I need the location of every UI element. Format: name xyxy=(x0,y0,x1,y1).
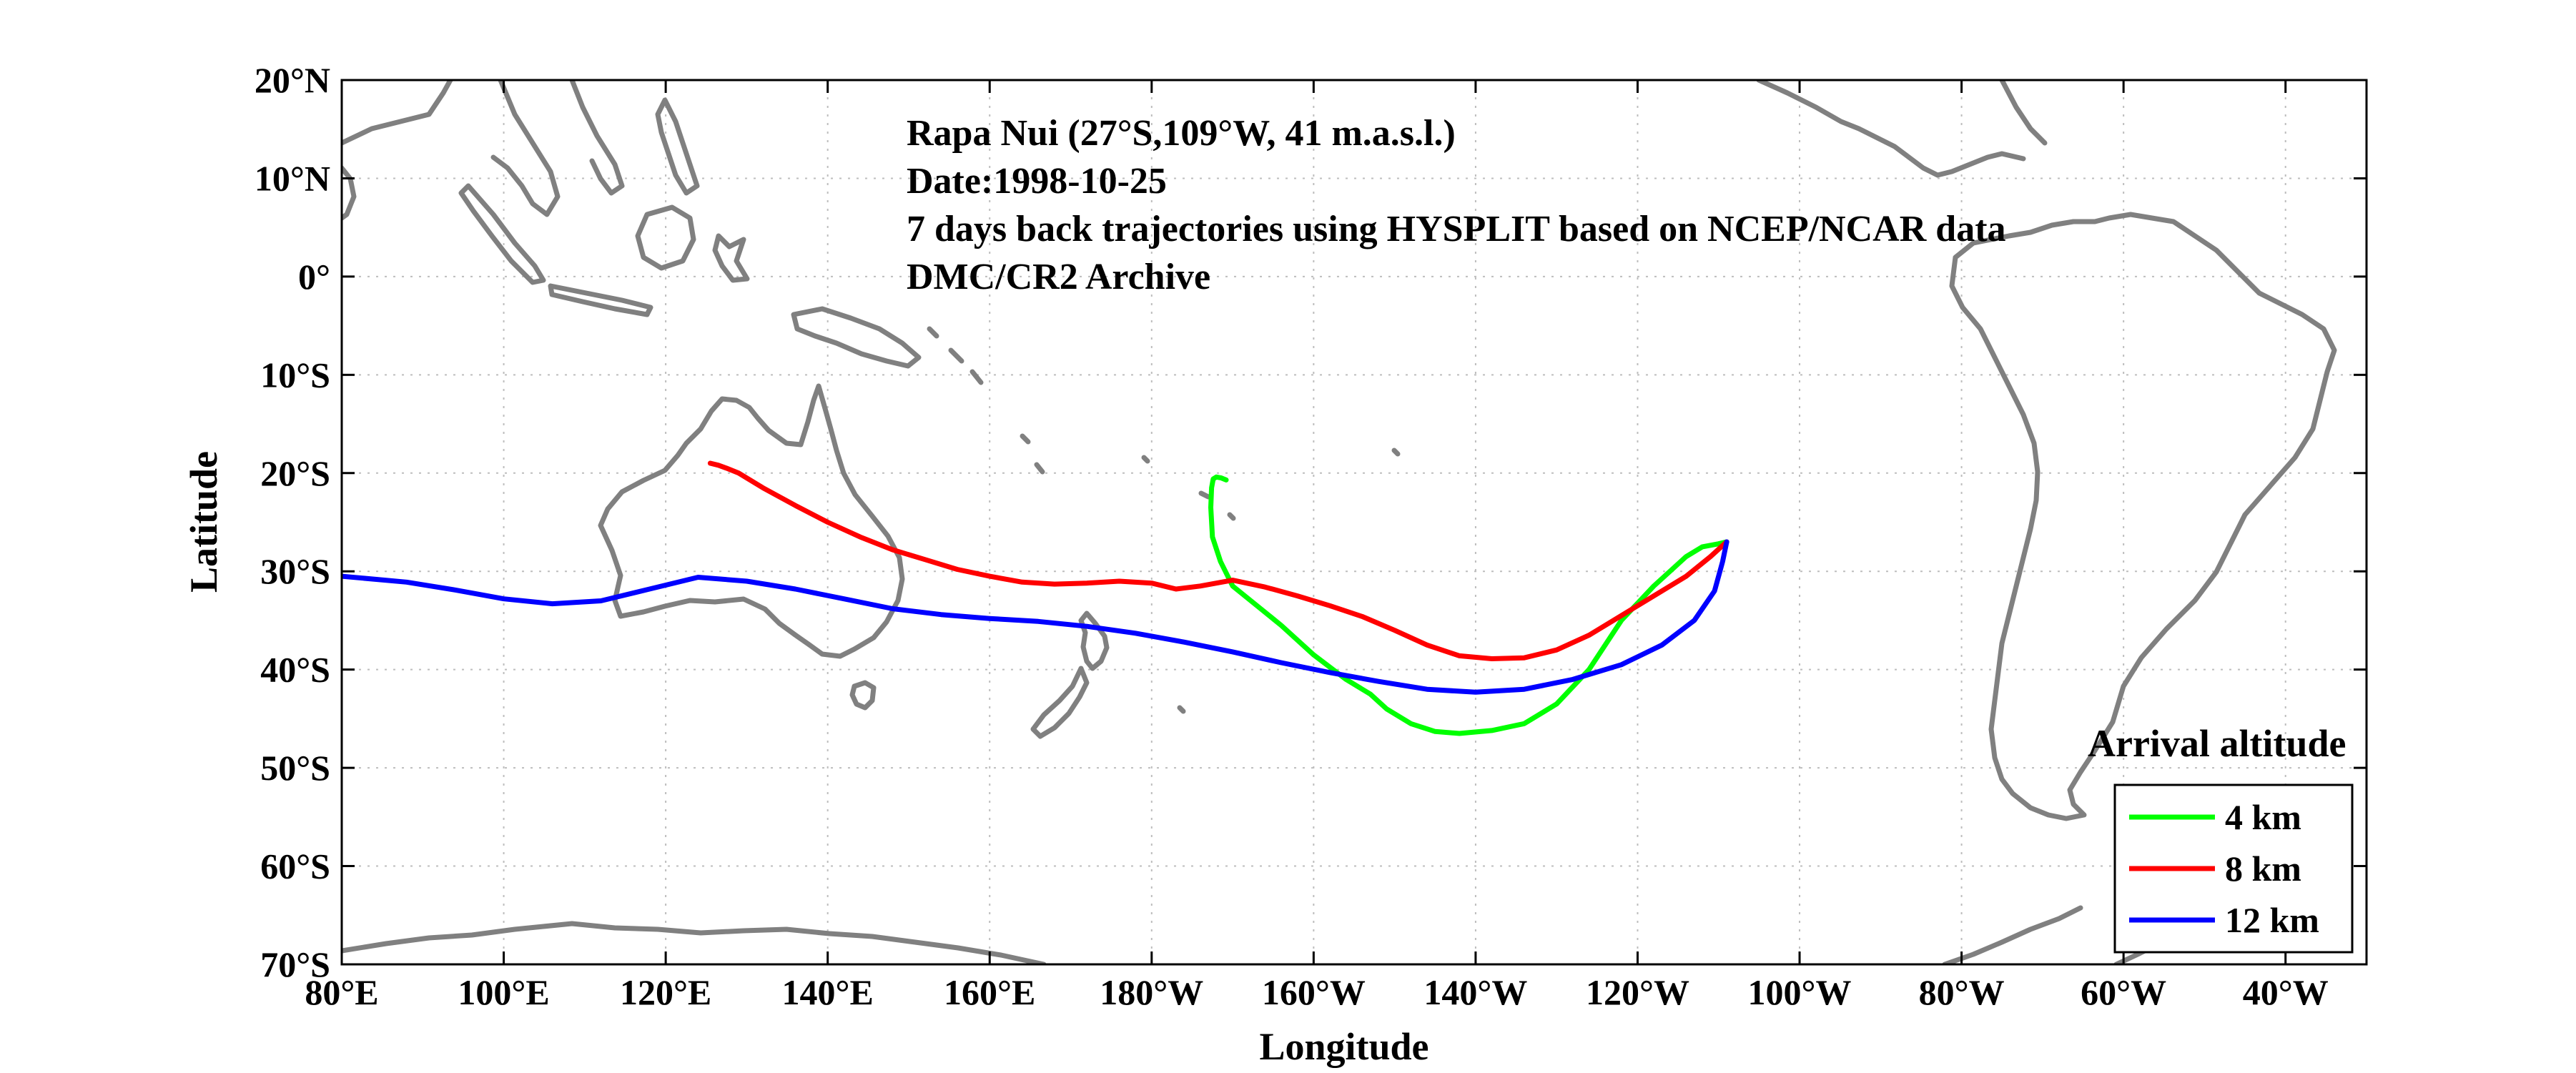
y-tick-label: 70°S xyxy=(260,944,330,984)
coastline-java xyxy=(548,283,653,317)
y-axis-label: Latitude xyxy=(182,451,225,593)
y-tick-label: 20°N xyxy=(255,60,330,100)
x-axis-label: Longitude xyxy=(1259,1025,1428,1068)
coastline-new-guinea xyxy=(791,306,922,369)
y-tick-label: 60°S xyxy=(260,846,330,886)
x-tick-label: 120°E xyxy=(620,972,711,1012)
coastline-sulawesi xyxy=(712,233,750,283)
x-tick-label: 60°W xyxy=(2081,972,2166,1012)
annotation-archive: DMC/CR2 Archive xyxy=(907,257,1210,297)
coastlines xyxy=(342,80,2337,964)
coastline-new-zealand-north xyxy=(1078,610,1110,671)
x-tick-label: 140°W xyxy=(1423,972,1527,1012)
x-tick-label: 120°W xyxy=(1586,972,1689,1012)
y-tick-label: 10°S xyxy=(260,355,330,395)
x-tick-label: 160°W xyxy=(1262,972,1366,1012)
coastline-pacific-islands xyxy=(927,326,1401,714)
trajectory-line-8km xyxy=(707,460,1729,661)
x-tick-label: 180°W xyxy=(1100,972,1203,1012)
x-tick-label: 140°E xyxy=(782,972,874,1012)
y-tick-label: 0° xyxy=(298,257,330,297)
x-tick-label: 40°W xyxy=(2243,972,2329,1012)
x-tick-label: 160°E xyxy=(944,972,1035,1012)
x-axis-ticks: 80°E 100°E 120°E 140°E 160°E 180°W 160°W 140°W 1… xyxy=(305,80,2329,1012)
coastline-india-tip xyxy=(342,165,357,221)
legend-label-4km: 4 km xyxy=(2225,797,2301,837)
trajectory-line-12km xyxy=(342,539,1729,695)
coastline-tasmania xyxy=(849,680,877,711)
legend-label-8km: 8 km xyxy=(2225,849,2301,889)
coastline-philippines xyxy=(655,97,700,196)
y-tick-label: 30°S xyxy=(260,551,330,591)
y-tick-label: 40°S xyxy=(260,650,330,690)
x-tick-label: 100°W xyxy=(1748,972,1852,1012)
coastline-new-zealand-south xyxy=(1030,666,1090,739)
trajectory-line-4km xyxy=(1208,474,1729,736)
coastline-north-america xyxy=(1756,80,2048,178)
annotation-date: Date:1998-10-25 xyxy=(907,161,1167,202)
plot-frame xyxy=(340,79,2368,966)
coastline-south-america xyxy=(1949,212,2337,821)
y-tick-label: 10°N xyxy=(255,158,330,198)
x-tick-label: 80°W xyxy=(1919,972,2005,1012)
coastline-antarctica-west xyxy=(342,921,1047,964)
x-tick-label: 100°E xyxy=(458,972,549,1012)
legend: 4 km 8 km 12 km xyxy=(2113,783,2354,954)
trajectory-series xyxy=(342,460,1729,736)
legend-label-12km: 12 km xyxy=(2225,900,2319,940)
coastline-sumatra xyxy=(458,183,546,285)
coastline-borneo xyxy=(635,204,696,271)
y-tick-label: 50°S xyxy=(260,748,330,788)
annotation-station: Rapa Nui (27°S,109°W, 41 m.a.s.l.) xyxy=(907,113,1456,154)
legend-title: Arrival altitude xyxy=(2088,722,2346,765)
y-tick-label: 20°S xyxy=(260,453,330,493)
annotation-method: 7 days back trajectories using HYSPLIT b… xyxy=(907,209,2006,249)
coastline-indochina xyxy=(342,80,625,217)
y-axis-ticks: 20°N 10°N 0° 10°S 20°S 30°S 40°S 50°S 60°S 70°S xyxy=(255,60,2367,984)
annotation-block: Rapa Nui (27°S,109°W, 41 m.a.s.l.) Date:… xyxy=(907,113,2006,297)
coastline-australia xyxy=(598,383,905,659)
x-tick-label: 80°E xyxy=(305,972,378,1012)
